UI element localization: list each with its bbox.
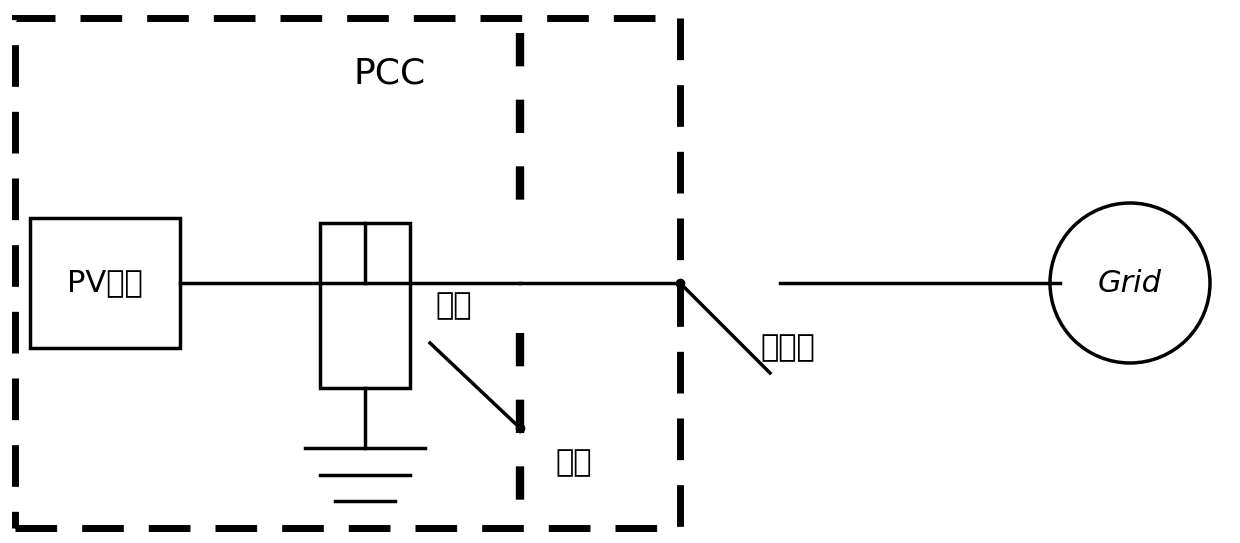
Text: Grid: Grid [1097,268,1162,298]
Text: 断路器: 断路器 [760,333,815,363]
Bar [15,18,680,528]
Text: 孤岛: 孤岛 [556,449,591,477]
Circle shape [1050,203,1210,363]
Text: 负荷: 负荷 [435,292,471,320]
Text: PCC: PCC [353,56,427,90]
Text: PV系统: PV系统 [67,268,143,298]
Bar [30,218,180,348]
Bar [320,223,410,388]
